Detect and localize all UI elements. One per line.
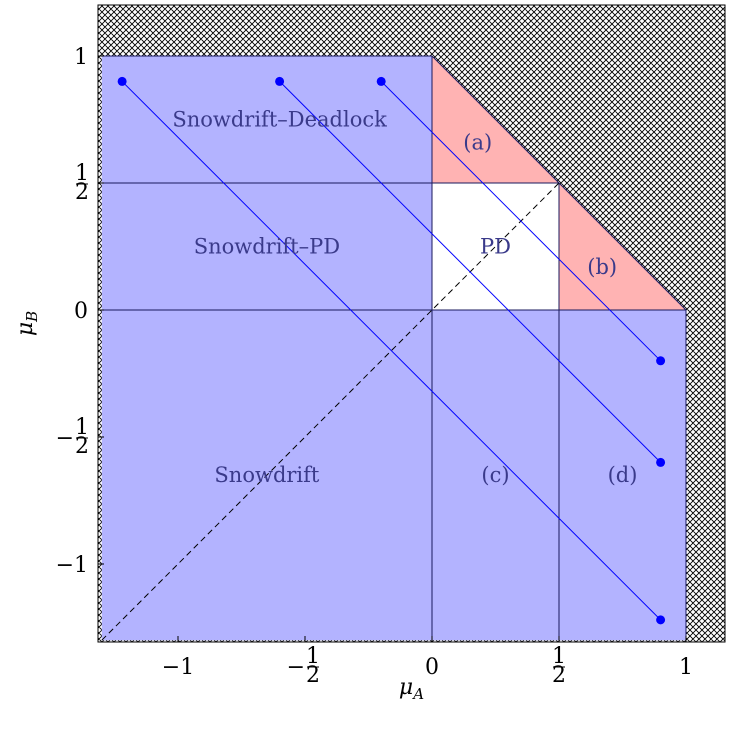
x-tick-label-0: −1	[162, 655, 194, 680]
y-tick-label-3-denominator: 2	[75, 434, 89, 459]
trajectory-start-point-3	[376, 76, 386, 86]
trajectory-end-point-2	[656, 457, 666, 467]
x-axis-label: μA	[399, 675, 424, 703]
y-tick-label-4-text: −1	[56, 553, 88, 578]
x-tick-label-1-numerator: 1	[306, 644, 320, 669]
x-tick-label-0-text: −1	[162, 655, 194, 680]
x-axis-label-sub: A	[411, 685, 424, 703]
trajectory-line-2	[279, 81, 661, 463]
label-a: (a)	[463, 130, 492, 154]
y-tick-label-0-text: 1	[74, 45, 88, 70]
x-tick-label-4: 1	[679, 655, 693, 680]
y-tick-label-3: −12	[56, 415, 89, 459]
x-tick-label-3-numerator: 1	[552, 644, 566, 669]
y-tick-label-1-denominator: 2	[75, 180, 89, 205]
x-tick-label-4-text: 1	[679, 655, 693, 680]
label-snowdrift-deadlock: Snowdrift–Deadlock	[172, 108, 387, 132]
label-b: (b)	[587, 255, 617, 279]
x-axis-ticks: −1−12 0 12 1	[162, 636, 693, 688]
trajectory-end-point-3	[656, 356, 666, 366]
y-tick-label-2: 0	[74, 299, 88, 324]
y-axis-label: μB	[13, 311, 41, 336]
pd-region-fill	[432, 183, 559, 310]
x-tick-label-1: −12	[287, 644, 320, 688]
diagonal-dashed-line	[101, 182, 560, 641]
trajectory-line-3	[380, 81, 661, 362]
x-tick-label-1-denominator: 2	[306, 663, 320, 688]
x-tick-label-2: 0	[425, 655, 439, 680]
x-tick-label-1-sign: −	[287, 655, 305, 680]
y-tick-label-1: 12	[75, 161, 89, 205]
label-c: (c)	[481, 463, 509, 487]
y-tick-label-1-numerator: 1	[75, 161, 89, 186]
y-tick-label-0: 1	[74, 45, 88, 70]
trajectories	[117, 76, 666, 625]
y-tick-label-3-sign: −	[56, 426, 74, 451]
x-axis-label-mu: μ	[399, 675, 413, 700]
trajectory-start-point-2	[275, 76, 285, 86]
trajectory-end-point-1	[656, 615, 666, 625]
trajectory-start-point-1	[117, 76, 127, 86]
label-d: (d)	[608, 463, 638, 487]
label-snowdrift: Snowdrift	[214, 463, 319, 487]
plot-frame	[97, 4, 726, 643]
y-axis-label-sub: B	[23, 311, 41, 323]
y-tick-label-4: −1	[56, 553, 88, 578]
x-tick-label-3: 12	[552, 644, 566, 688]
y-tick-label-2-text: 0	[74, 299, 88, 324]
label-pd: PD	[480, 235, 511, 259]
y-axis-label-mu: μ	[13, 322, 38, 336]
label-snowdrift-pd: Snowdrift–PD	[194, 235, 340, 259]
y-tick-label-3-numerator: 1	[75, 415, 89, 440]
trajectory-line-1	[121, 81, 661, 621]
x-tick-label-2-text: 0	[425, 655, 439, 680]
x-tick-label-3-denominator: 2	[552, 663, 566, 688]
